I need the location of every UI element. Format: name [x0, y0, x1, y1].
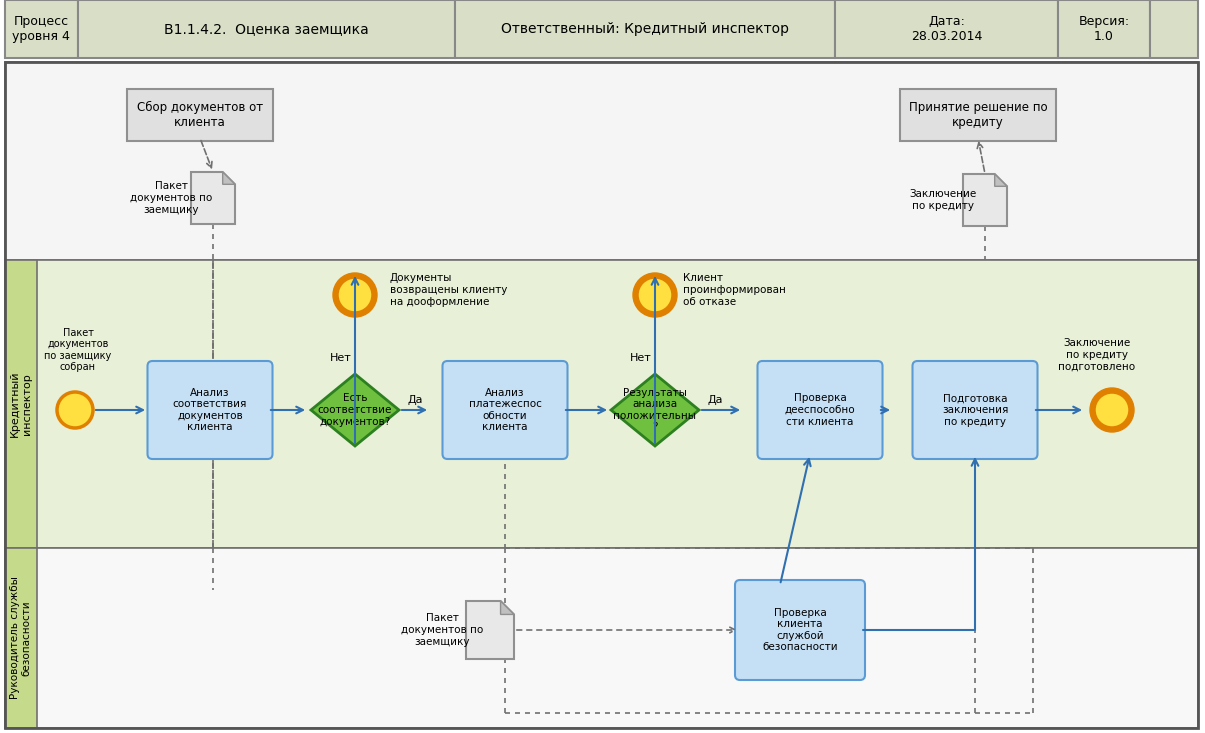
FancyBboxPatch shape	[1150, 0, 1198, 58]
Text: Версия:
1.0: Версия: 1.0	[1078, 15, 1129, 43]
FancyBboxPatch shape	[758, 361, 882, 459]
Polygon shape	[311, 374, 399, 446]
Polygon shape	[223, 172, 235, 184]
Text: Пакет
документов
по заемщику
собран: Пакет документов по заемщику собран	[45, 328, 112, 372]
Text: Проверка
дееспособно
сти клиента: Проверка дееспособно сти клиента	[784, 394, 856, 427]
Circle shape	[57, 392, 93, 428]
Text: Пакет
документов по
заемщику: Пакет документов по заемщику	[401, 614, 483, 647]
FancyBboxPatch shape	[1058, 0, 1150, 58]
Text: Анализ
соответствия
документов
клиента: Анализ соответствия документов клиента	[172, 388, 247, 432]
FancyBboxPatch shape	[5, 548, 1198, 728]
FancyBboxPatch shape	[5, 548, 37, 728]
FancyBboxPatch shape	[78, 0, 455, 58]
Circle shape	[637, 277, 674, 313]
Text: Заключение
по кредиту
подготовлено: Заключение по кредиту подготовлено	[1058, 339, 1135, 372]
Text: Подготовка
заключения
по кредиту: Подготовка заключения по кредиту	[942, 394, 1009, 427]
FancyBboxPatch shape	[735, 580, 865, 680]
Polygon shape	[963, 174, 1007, 226]
Text: Проверка
клиента
службой
безопасности: Проверка клиента службой безопасности	[763, 608, 837, 652]
Polygon shape	[611, 374, 699, 446]
Text: Руководитель службы
безопасности: Руководитель службы безопасности	[10, 577, 31, 699]
FancyBboxPatch shape	[5, 260, 37, 548]
FancyBboxPatch shape	[5, 0, 78, 58]
Text: Нет: Нет	[630, 353, 652, 363]
Circle shape	[1091, 388, 1134, 432]
Circle shape	[633, 273, 677, 317]
Text: Клиент
проинформирован
об отказе: Клиент проинформирован об отказе	[683, 273, 786, 306]
Text: Пакет
документов по
заемщику: Пакет документов по заемщику	[130, 181, 212, 215]
Text: Есть
соответствие
документов?: Есть соответствие документов?	[318, 394, 392, 427]
Text: Документы
возвращены клиенту
на дооформление: Документы возвращены клиенту на дооформл…	[390, 273, 507, 306]
FancyBboxPatch shape	[455, 0, 835, 58]
Text: В1.1.4.2.  Оценка заемщика: В1.1.4.2. Оценка заемщика	[164, 22, 369, 36]
FancyBboxPatch shape	[147, 361, 272, 459]
Text: Анализ
платежеспос
обности
клиента: Анализ платежеспос обности клиента	[469, 388, 541, 432]
Text: Да: Да	[707, 395, 723, 405]
Text: Сбор документов от
клиента: Сбор документов от клиента	[137, 101, 263, 129]
Text: Да: Да	[407, 395, 423, 405]
Text: Принятие решение по
кредиту: Принятие решение по кредиту	[909, 101, 1047, 129]
Text: Дата:
28.03.2014: Дата: 28.03.2014	[911, 15, 982, 43]
Polygon shape	[994, 174, 1007, 186]
Polygon shape	[192, 172, 235, 224]
Text: Ответственный: Кредитный инспектор: Ответственный: Кредитный инспектор	[501, 22, 789, 36]
Circle shape	[1094, 392, 1130, 428]
Polygon shape	[466, 601, 515, 659]
Text: Нет: Нет	[330, 353, 352, 363]
FancyBboxPatch shape	[127, 89, 274, 141]
FancyBboxPatch shape	[912, 361, 1038, 459]
Polygon shape	[500, 601, 515, 614]
FancyBboxPatch shape	[5, 260, 1198, 548]
Text: Кредитный
инспектор: Кредитный инспектор	[10, 371, 31, 438]
Text: Результаты
анализа
положительны
?: Результаты анализа положительны ?	[613, 388, 696, 432]
Text: Заключение
по кредиту: Заключение по кредиту	[910, 189, 976, 211]
Text: Процесс
уровня 4: Процесс уровня 4	[12, 15, 70, 43]
Circle shape	[337, 277, 374, 313]
FancyBboxPatch shape	[900, 89, 1056, 141]
FancyBboxPatch shape	[5, 62, 1198, 260]
FancyBboxPatch shape	[442, 361, 568, 459]
FancyBboxPatch shape	[835, 0, 1058, 58]
Circle shape	[333, 273, 377, 317]
